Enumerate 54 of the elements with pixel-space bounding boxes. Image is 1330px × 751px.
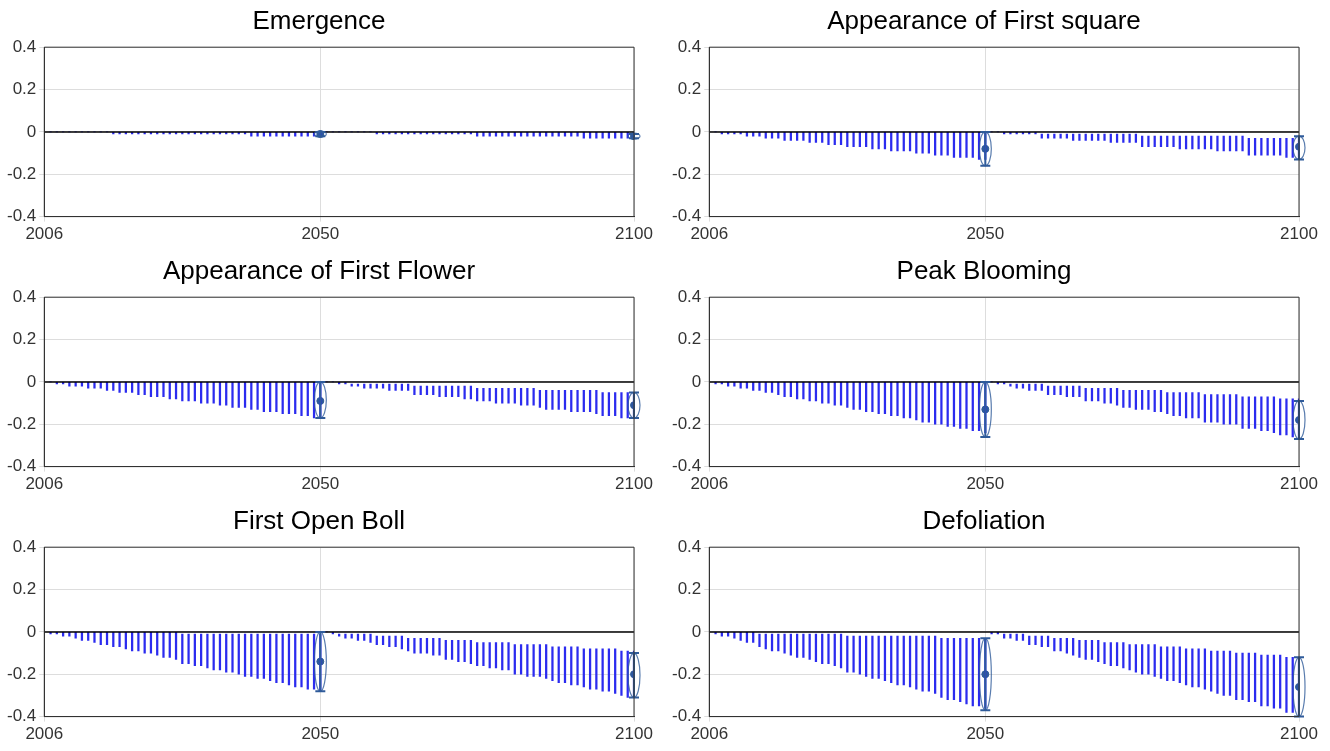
y-tick-label: -0.4: [7, 456, 37, 476]
chart-title: First Open Boll: [233, 504, 405, 535]
chart-title: Defoliation: [922, 504, 1046, 535]
y-tick-label: -0.2: [7, 663, 37, 683]
y-tick-label: 0.4: [12, 36, 37, 56]
y-tick-label: 0.4: [677, 536, 702, 556]
y-tick-label: 0.2: [677, 579, 702, 599]
y-tick-label: 0.2: [12, 329, 37, 349]
x-tick-label: 2100: [1280, 474, 1318, 494]
y-tick-label: 0.2: [12, 79, 37, 99]
y-tick-label: 0.2: [12, 579, 37, 599]
y-tick-label: -0.2: [672, 163, 702, 183]
y-tick-label: 0.4: [677, 286, 702, 306]
y-tick-label: 0.2: [677, 329, 702, 349]
x-tick-label: 2050: [966, 474, 1005, 494]
y-tick-label: -0.4: [672, 456, 702, 476]
y-tick-label: 0.4: [12, 286, 37, 306]
y-tick-label: -0.2: [672, 663, 702, 683]
x-tick-label: 2006: [25, 474, 64, 494]
y-tick-label: -0.4: [672, 206, 702, 226]
y-tick-label: -0.2: [7, 163, 37, 183]
y-tick-label: 0.4: [677, 36, 702, 56]
chart-title: Peak Blooming: [896, 254, 1072, 285]
x-tick-label: 2100: [615, 724, 653, 744]
x-tick-label: 2006: [690, 474, 729, 494]
y-tick-label: 0.2: [677, 79, 702, 99]
y-tick-label: -0.4: [672, 706, 702, 726]
y-tick-label: 0: [26, 621, 37, 641]
y-tick-label: 0: [691, 371, 702, 391]
chart-title: Appearance of First Flower: [162, 254, 476, 285]
x-tick-label: 2050: [966, 724, 1005, 744]
chart-title: Appearance of First square: [827, 4, 1141, 35]
x-tick-label: 2006: [25, 224, 64, 244]
chart-title: Emergence: [252, 4, 386, 35]
x-tick-label: 2100: [1280, 724, 1318, 744]
y-tick-label: 0.4: [12, 536, 37, 556]
x-tick-label: 2100: [615, 224, 653, 244]
y-tick-label: -0.4: [7, 206, 37, 226]
y-tick-label: 0: [26, 121, 37, 141]
x-tick-label: 2100: [1280, 224, 1318, 244]
y-tick-label: -0.2: [672, 413, 702, 433]
x-tick-label: 2100: [615, 474, 653, 494]
x-tick-label: 2006: [25, 724, 64, 744]
x-tick-label: 2006: [690, 224, 729, 244]
x-tick-label: 2050: [301, 474, 340, 494]
x-tick-label: 2050: [966, 224, 1005, 244]
y-tick-label: 0: [691, 621, 702, 641]
x-tick-label: 2050: [301, 224, 340, 244]
y-tick-label: 0: [26, 371, 37, 391]
y-tick-label: -0.2: [7, 413, 37, 433]
y-tick-label: -0.4: [7, 706, 37, 726]
y-tick-label: 0: [691, 121, 702, 141]
x-tick-label: 2006: [690, 724, 729, 744]
x-tick-label: 2050: [301, 724, 340, 744]
